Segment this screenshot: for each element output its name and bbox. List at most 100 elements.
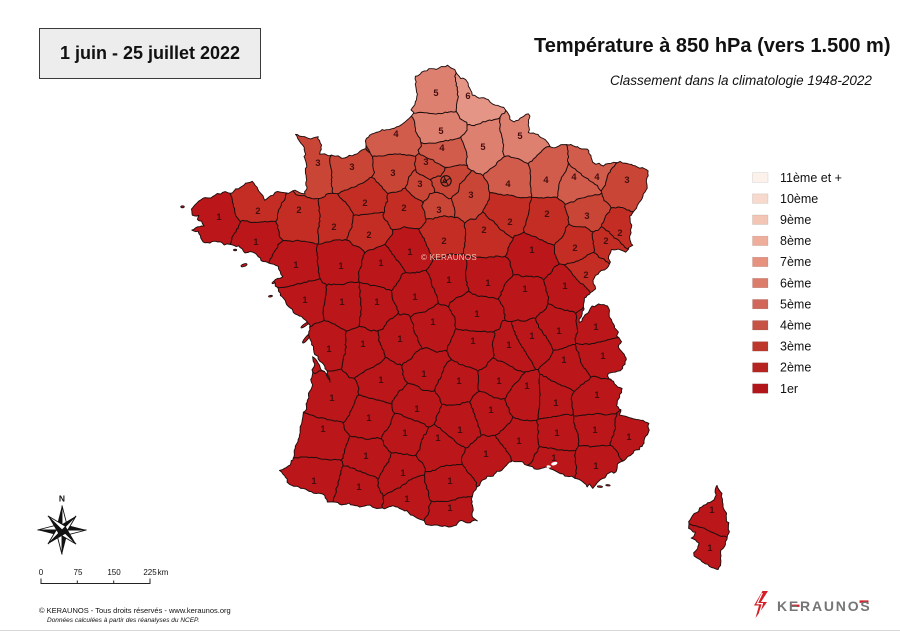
- svg-text:7ème: 7ème: [780, 255, 811, 269]
- svg-text:1: 1: [356, 482, 361, 492]
- svg-text:1: 1: [592, 425, 597, 435]
- svg-text:150: 150: [107, 568, 121, 577]
- svg-text:1: 1: [435, 433, 440, 443]
- svg-text:1: 1: [456, 376, 461, 386]
- svg-text:4: 4: [505, 179, 511, 189]
- svg-text:5: 5: [480, 142, 485, 152]
- svg-text:3: 3: [624, 175, 629, 185]
- svg-text:2: 2: [603, 236, 608, 246]
- svg-text:km: km: [158, 568, 169, 577]
- svg-text:2: 2: [572, 243, 577, 253]
- svg-text:5ème: 5ème: [780, 297, 811, 311]
- svg-text:11ème et +: 11ème et +: [780, 171, 842, 185]
- svg-text:1: 1: [363, 451, 368, 461]
- svg-text:1: 1: [339, 297, 344, 307]
- svg-text:9ème: 9ème: [780, 213, 811, 227]
- svg-text:1: 1: [366, 413, 371, 423]
- svg-text:5: 5: [517, 131, 522, 141]
- svg-text:1: 1: [593, 461, 598, 471]
- svg-text:10ème: 10ème: [780, 192, 818, 206]
- svg-text:1: 1: [400, 468, 405, 478]
- svg-text:1: 1: [374, 297, 379, 307]
- svg-text:0: 0: [39, 568, 44, 577]
- svg-text:2: 2: [401, 203, 406, 213]
- svg-text:2: 2: [366, 230, 371, 240]
- svg-text:4: 4: [439, 143, 445, 153]
- svg-text:8ème: 8ème: [780, 234, 811, 248]
- svg-text:1: 1: [378, 375, 383, 385]
- svg-text:2: 2: [441, 236, 446, 246]
- svg-text:1: 1: [556, 326, 561, 336]
- svg-text:1: 1: [529, 245, 534, 255]
- svg-text:1: 1: [447, 476, 452, 486]
- svg-text:4: 4: [393, 129, 399, 139]
- svg-text:1: 1: [516, 436, 521, 446]
- svg-text:1: 1: [430, 317, 435, 327]
- svg-text:1: 1: [421, 369, 426, 379]
- svg-text:1: 1: [553, 398, 558, 408]
- svg-text:1: 1: [506, 340, 511, 350]
- svg-text:5: 5: [433, 88, 438, 98]
- svg-text:1: 1: [320, 424, 325, 434]
- svg-text:1: 1: [522, 284, 527, 294]
- svg-text:4ème: 4ème: [780, 319, 811, 333]
- svg-text:1: 1: [404, 494, 409, 504]
- svg-text:2: 2: [296, 205, 301, 215]
- svg-text:1: 1: [446, 275, 451, 285]
- svg-text:1: 1: [311, 476, 316, 486]
- svg-text:3: 3: [349, 162, 354, 172]
- svg-text:1: 1: [470, 336, 475, 346]
- svg-text:2: 2: [255, 206, 260, 216]
- svg-text:1: 1: [483, 449, 488, 459]
- svg-text:1: 1: [338, 261, 343, 271]
- svg-text:6: 6: [465, 91, 470, 101]
- svg-text:N: N: [59, 494, 65, 504]
- svg-text:1: 1: [626, 432, 631, 442]
- svg-text:1: 1: [551, 453, 556, 463]
- svg-text:1: 1: [554, 428, 559, 438]
- svg-text:4: 4: [571, 172, 577, 182]
- svg-text:1: 1: [253, 237, 258, 247]
- svg-text:1: 1: [488, 405, 493, 415]
- svg-text:3: 3: [390, 168, 395, 178]
- svg-text:1: 1: [302, 295, 307, 305]
- svg-text:1: 1: [329, 393, 334, 403]
- svg-text:1: 1: [562, 281, 567, 291]
- svg-text:1: 1: [529, 331, 534, 341]
- svg-text:2: 2: [481, 225, 486, 235]
- svg-text:5: 5: [438, 126, 443, 136]
- svg-text:1: 1: [407, 247, 412, 257]
- svg-text:1: 1: [360, 339, 365, 349]
- svg-text:1: 1: [447, 503, 452, 513]
- svg-text:1: 1: [707, 543, 712, 553]
- svg-text:1: 1: [378, 258, 383, 268]
- svg-text:2: 2: [617, 228, 622, 238]
- svg-text:1: 1: [600, 351, 605, 361]
- svg-text:1: 1: [397, 334, 402, 344]
- svg-text:3: 3: [468, 190, 473, 200]
- svg-text:4: 4: [543, 175, 549, 185]
- svg-text:3ème: 3ème: [780, 340, 811, 354]
- svg-text:1: 1: [216, 212, 221, 222]
- svg-text:1: 1: [496, 376, 501, 386]
- svg-text:1: 1: [474, 309, 479, 319]
- svg-text:3: 3: [423, 157, 428, 167]
- svg-text:1: 1: [293, 260, 298, 270]
- svg-text:1: 1: [524, 381, 529, 391]
- svg-text:1er: 1er: [780, 382, 798, 396]
- svg-text:4: 4: [594, 172, 600, 182]
- svg-text:3: 3: [315, 158, 320, 168]
- svg-text:2: 2: [507, 217, 512, 227]
- svg-text:3: 3: [417, 179, 422, 189]
- svg-text:1: 1: [412, 292, 417, 302]
- svg-text:1: 1: [402, 428, 407, 438]
- svg-text:3: 3: [436, 205, 441, 215]
- svg-text:6ème: 6ème: [780, 276, 811, 290]
- svg-text:225: 225: [143, 568, 157, 577]
- svg-text:2: 2: [544, 209, 549, 219]
- svg-text:2: 2: [331, 222, 336, 232]
- svg-text:3: 3: [584, 211, 589, 221]
- svg-text:1: 1: [593, 322, 598, 332]
- svg-text:2ème: 2ème: [780, 361, 811, 375]
- svg-text:1: 1: [457, 425, 462, 435]
